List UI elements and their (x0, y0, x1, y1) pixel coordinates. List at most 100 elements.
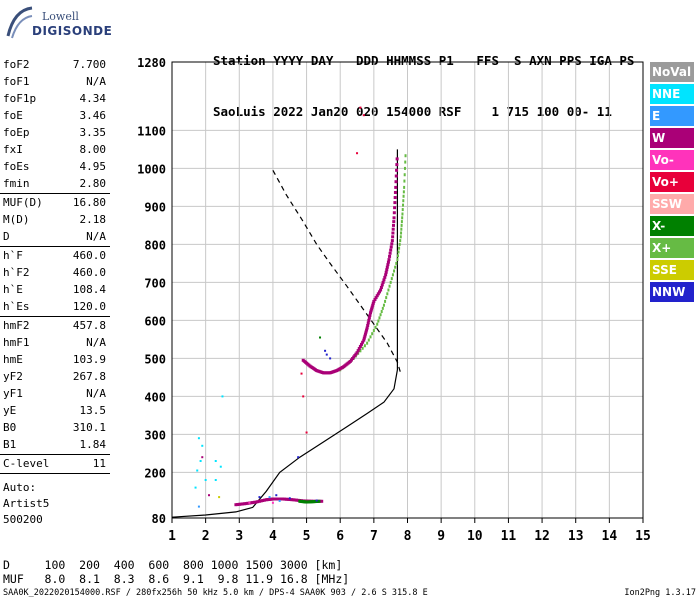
param-value: 4.95 (79, 160, 107, 173)
param-value: 310.1 (72, 421, 106, 434)
x-trace-point (359, 349, 362, 353)
x-trace-point (386, 292, 389, 296)
f2-trace-point (394, 174, 398, 178)
x-trace-point (361, 346, 364, 350)
param-value: 460.0 (72, 249, 106, 262)
param-row: hmF2 457.8 (0, 317, 110, 334)
x-trace-point (400, 227, 403, 231)
echo-point (305, 431, 308, 434)
header-values: SaoLuis 2022 Jan20 020 154000 RSF 1 715 … (213, 104, 612, 119)
param-label: C-level (3, 457, 50, 470)
x-trace-point (400, 220, 403, 224)
f2-trace-point (390, 239, 394, 243)
f2-trace-point (379, 285, 383, 289)
e-trace-point (274, 497, 278, 501)
echo-point (196, 469, 199, 472)
x-trace-point (400, 231, 403, 235)
e-trace-point (261, 499, 265, 503)
echo-point (302, 395, 305, 398)
e-trace-point (254, 500, 258, 504)
header-columns: Station YYYY DAY DDD HHMMSS P1 FFS S AXN… (213, 53, 635, 68)
param-row: yE 13.5 (0, 402, 110, 419)
polarization-legend: NoVal NNE E W Vo- Vo+ SSW X- X+ SSE NNW (650, 62, 694, 304)
f2-trace-point (371, 303, 375, 307)
echo-point (268, 496, 271, 499)
x-trace-point (402, 199, 405, 203)
param-value: 7.700 (72, 58, 106, 71)
param-value: 120.0 (72, 300, 106, 313)
echo-point (325, 353, 328, 356)
f2-trace-point (391, 227, 395, 231)
x-trace-point (404, 160, 407, 164)
f2-trace-point (395, 168, 399, 172)
e-trace-point (288, 498, 292, 502)
param-row: foEs 4.95 (0, 158, 110, 175)
e-trace-point (241, 502, 245, 506)
auto-program: Artist5 (3, 497, 50, 510)
y-tick-label: 700 (144, 276, 166, 290)
echo-point (300, 372, 303, 375)
param-value: N/A (86, 387, 106, 400)
e-trace-point (242, 502, 246, 506)
param-label: M(D) (3, 213, 30, 226)
param-label: B1 (3, 438, 17, 451)
f2-trace-point (368, 311, 372, 315)
y-tick-label: 300 (144, 428, 166, 442)
f2-trace-point (391, 223, 395, 227)
param-row: h`E 108.4 (0, 281, 110, 298)
legend-item: SSE (650, 260, 694, 280)
param-row: h`Es 120.0 (0, 298, 110, 315)
x-tick-label: 13 (568, 529, 584, 544)
f2-trace-point (391, 235, 395, 239)
x-trace-point (380, 310, 383, 314)
param-separator (0, 193, 110, 194)
x-trace-point (402, 203, 405, 207)
e-trace-point (252, 500, 256, 504)
echo-point (201, 444, 204, 447)
echo-point (204, 479, 207, 481)
y-tick-label: 500 (144, 352, 166, 366)
f2-trace-point (393, 190, 397, 194)
f2-trace-point (388, 251, 392, 255)
param-value: 11 (92, 457, 106, 470)
x-trace-point (384, 299, 387, 303)
param-value: 108.4 (72, 283, 106, 296)
param-value: 13.5 (79, 404, 107, 417)
echo-point (362, 114, 365, 117)
echo-point (219, 465, 222, 468)
echo-point (199, 460, 202, 462)
legend-item: NoVal (650, 62, 694, 82)
param-row: fxI 8.00 (0, 141, 110, 158)
param-label: yF2 (3, 370, 23, 383)
f2-trace-point (392, 220, 396, 224)
param-row: C-level 11 (0, 455, 110, 472)
param-label: h`Es (3, 300, 30, 313)
param-row: M(D) 2.18 (0, 211, 110, 228)
echo-point (278, 499, 281, 502)
x-trace-point (396, 258, 399, 262)
f2-trace-point (379, 288, 383, 292)
muf-distance-row: D 100 200 400 600 800 1000 1500 3000 [km… (3, 558, 343, 572)
f2-trace-point (366, 321, 370, 325)
f2-trace-point (393, 196, 397, 200)
f2-trace-point (380, 283, 384, 287)
y-tick-label: 1100 (137, 124, 166, 138)
f2-trace-point (384, 273, 388, 277)
x-tick-label: 6 (336, 529, 344, 544)
x-trace-point (403, 179, 406, 183)
f2-trace-point (393, 206, 397, 210)
f2-trace-point (394, 180, 398, 184)
param-separator (0, 454, 110, 455)
e-trace-point (276, 497, 280, 501)
e-trace-point (263, 498, 267, 502)
f2-trace-point (386, 263, 390, 267)
f2-trace-point (372, 299, 376, 303)
auto-version: 500200 (3, 513, 43, 526)
e-trace-point (244, 502, 248, 506)
param-separator (0, 246, 110, 247)
echo-point (359, 106, 362, 109)
echo-point (275, 494, 278, 497)
param-row: hmF1 N/A (0, 334, 110, 351)
x-tick-label: 15 (635, 529, 651, 544)
y-tick-label: 200 (144, 466, 166, 480)
